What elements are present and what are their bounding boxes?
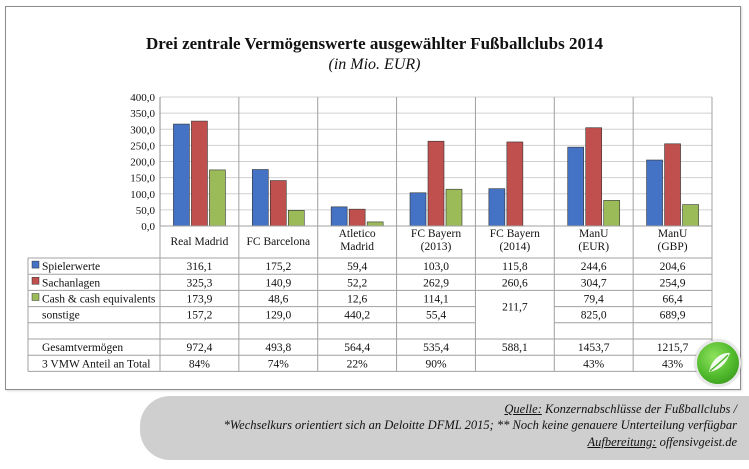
y-tick-label: 0,0 [141,221,155,233]
bar-sachanlagen [506,141,524,227]
bar-cash-cash-equivalents [209,169,226,227]
bar-cash-cash-equivalents [445,188,463,227]
table-cell: 129,0 [265,310,291,322]
bar-sachanlagen [348,208,366,227]
y-tick-label: 200,0 [130,157,155,169]
bar-cash-cash-equivalents [682,204,699,227]
table-cell: 43% [662,358,684,370]
table-row-label: Sachanlagen [42,277,100,289]
table-cell: 325,3 [186,277,212,289]
chart-subtitle: (in Mio. EUR) [328,56,421,73]
table-cell: 103,0 [423,261,449,273]
category-label: Real Madrid [171,236,229,248]
bar-sachanlagen [664,143,681,227]
table-cell: 48,6 [268,294,288,306]
table-cell: 157,2 [186,310,212,322]
table-cell: 43% [583,358,605,370]
table-cell: 140,9 [265,277,291,289]
table-cell: 316,1 [186,261,212,273]
y-tick-label: 50,0 [136,205,156,217]
table-cell: 52,2 [347,277,367,289]
table-cell: 59,4 [347,261,367,273]
category-label: FC Bayern (2013) [411,228,461,253]
bar-spielerwerte [330,206,348,227]
source-line: Quelle: Konzernabschlüsse der Fußballclu… [504,402,737,417]
chart-frame [5,6,741,390]
table-cell: 689,9 [660,310,686,322]
table-cell: 304,7 [581,277,607,289]
table-cell: 79,4 [584,294,604,306]
category-label: Atletico Madrid [339,228,376,253]
table-cell: 22% [347,358,369,370]
author-line: Aufbereitung: offensivgeist.de [587,435,737,450]
table-cell: 825,0 [581,310,607,322]
author-label: Aufbereitung: [587,435,657,449]
offensivgeist-logo [695,340,741,386]
table-cell: 1453,7 [578,342,610,354]
table-cell: 175,2 [265,261,291,273]
table-row-label: Spielerwerte [42,261,100,273]
table-row-label: Cash & cash equivalents [42,294,156,306]
bar-spielerwerte [251,169,269,227]
legend-key [31,260,40,269]
table-cell: 55,4 [426,310,446,322]
table-cell: 262,9 [423,277,449,289]
category-label: ManU (GBP) [658,228,688,253]
table-cell: 115,8 [502,261,528,273]
legend-key [31,277,40,285]
y-tick-label: 150,0 [130,173,155,185]
table-cell: 12,6 [347,294,367,306]
table-cell: 90% [425,358,447,370]
table-cell: 440,2 [344,310,370,322]
category-label: FC Bayern (2014) [490,228,540,253]
exchange-rate-note: *Wechselkurs orientiert sich an Deloitte… [223,418,737,432]
table-cell: 173,9 [186,294,212,306]
bar-spielerwerte [567,146,585,227]
category-label: ManU (EUR) [578,228,609,253]
bar-cash-cash-equivalents [366,221,384,227]
y-tick-label: 250,0 [130,140,155,152]
source-footer: Quelle: Konzernabschlüsse der Fußballclu… [140,396,749,460]
category-label: FC Barcelona [247,236,311,248]
table-cell: 588,1 [502,342,528,354]
bar-sachanlagen [585,127,603,227]
table-cell: 1215,7 [657,342,689,354]
bar-cash-cash-equivalents [603,200,621,227]
chart-title: Drei zentrale Vermögenswerte ausgewählte… [146,34,603,53]
table-cell: 972,4 [186,342,212,354]
table-row-label: Gesamtvermögen [42,342,123,354]
table-row-label: 3 VMW Anteil an Total [42,358,150,370]
table-cell: 244,6 [581,261,607,273]
table-cell: 564,4 [344,342,370,354]
table-cell: 204,6 [660,261,686,273]
table-cell: 114,1 [423,294,449,306]
table-cell: 535,4 [423,342,449,354]
table-cell: 66,4 [663,294,683,306]
table-cell: 260,6 [502,277,528,289]
bar-spielerwerte [646,159,663,227]
bar-spielerwerte [409,192,427,227]
bar-sachanlagen [427,140,445,227]
table-cell: 74% [268,358,290,370]
bar-spielerwerte [173,123,190,227]
legend-key [31,293,40,301]
bar-sachanlagen [269,180,287,227]
bar-cash-cash-equivalents [287,210,305,227]
source-label: Quelle: [504,402,542,416]
bar-sachanlagen [191,120,208,227]
table-cell: 84% [189,358,211,370]
y-tick-label: 300,0 [130,124,155,136]
table-cell: 493,8 [265,342,291,354]
table-cell: 254,9 [660,277,686,289]
bar-spielerwerte [488,188,506,227]
table-merged-cell: 211,7 [502,302,528,314]
table-row-label: sonstige [42,310,80,322]
source-text: Konzernabschlüsse der Fußballclubs / [541,402,737,416]
y-tick-label: 100,0 [130,189,155,201]
y-tick-label: 400,0 [130,92,155,104]
author-text: offensivgeist.de [656,435,737,449]
y-tick-label: 350,0 [130,108,155,120]
